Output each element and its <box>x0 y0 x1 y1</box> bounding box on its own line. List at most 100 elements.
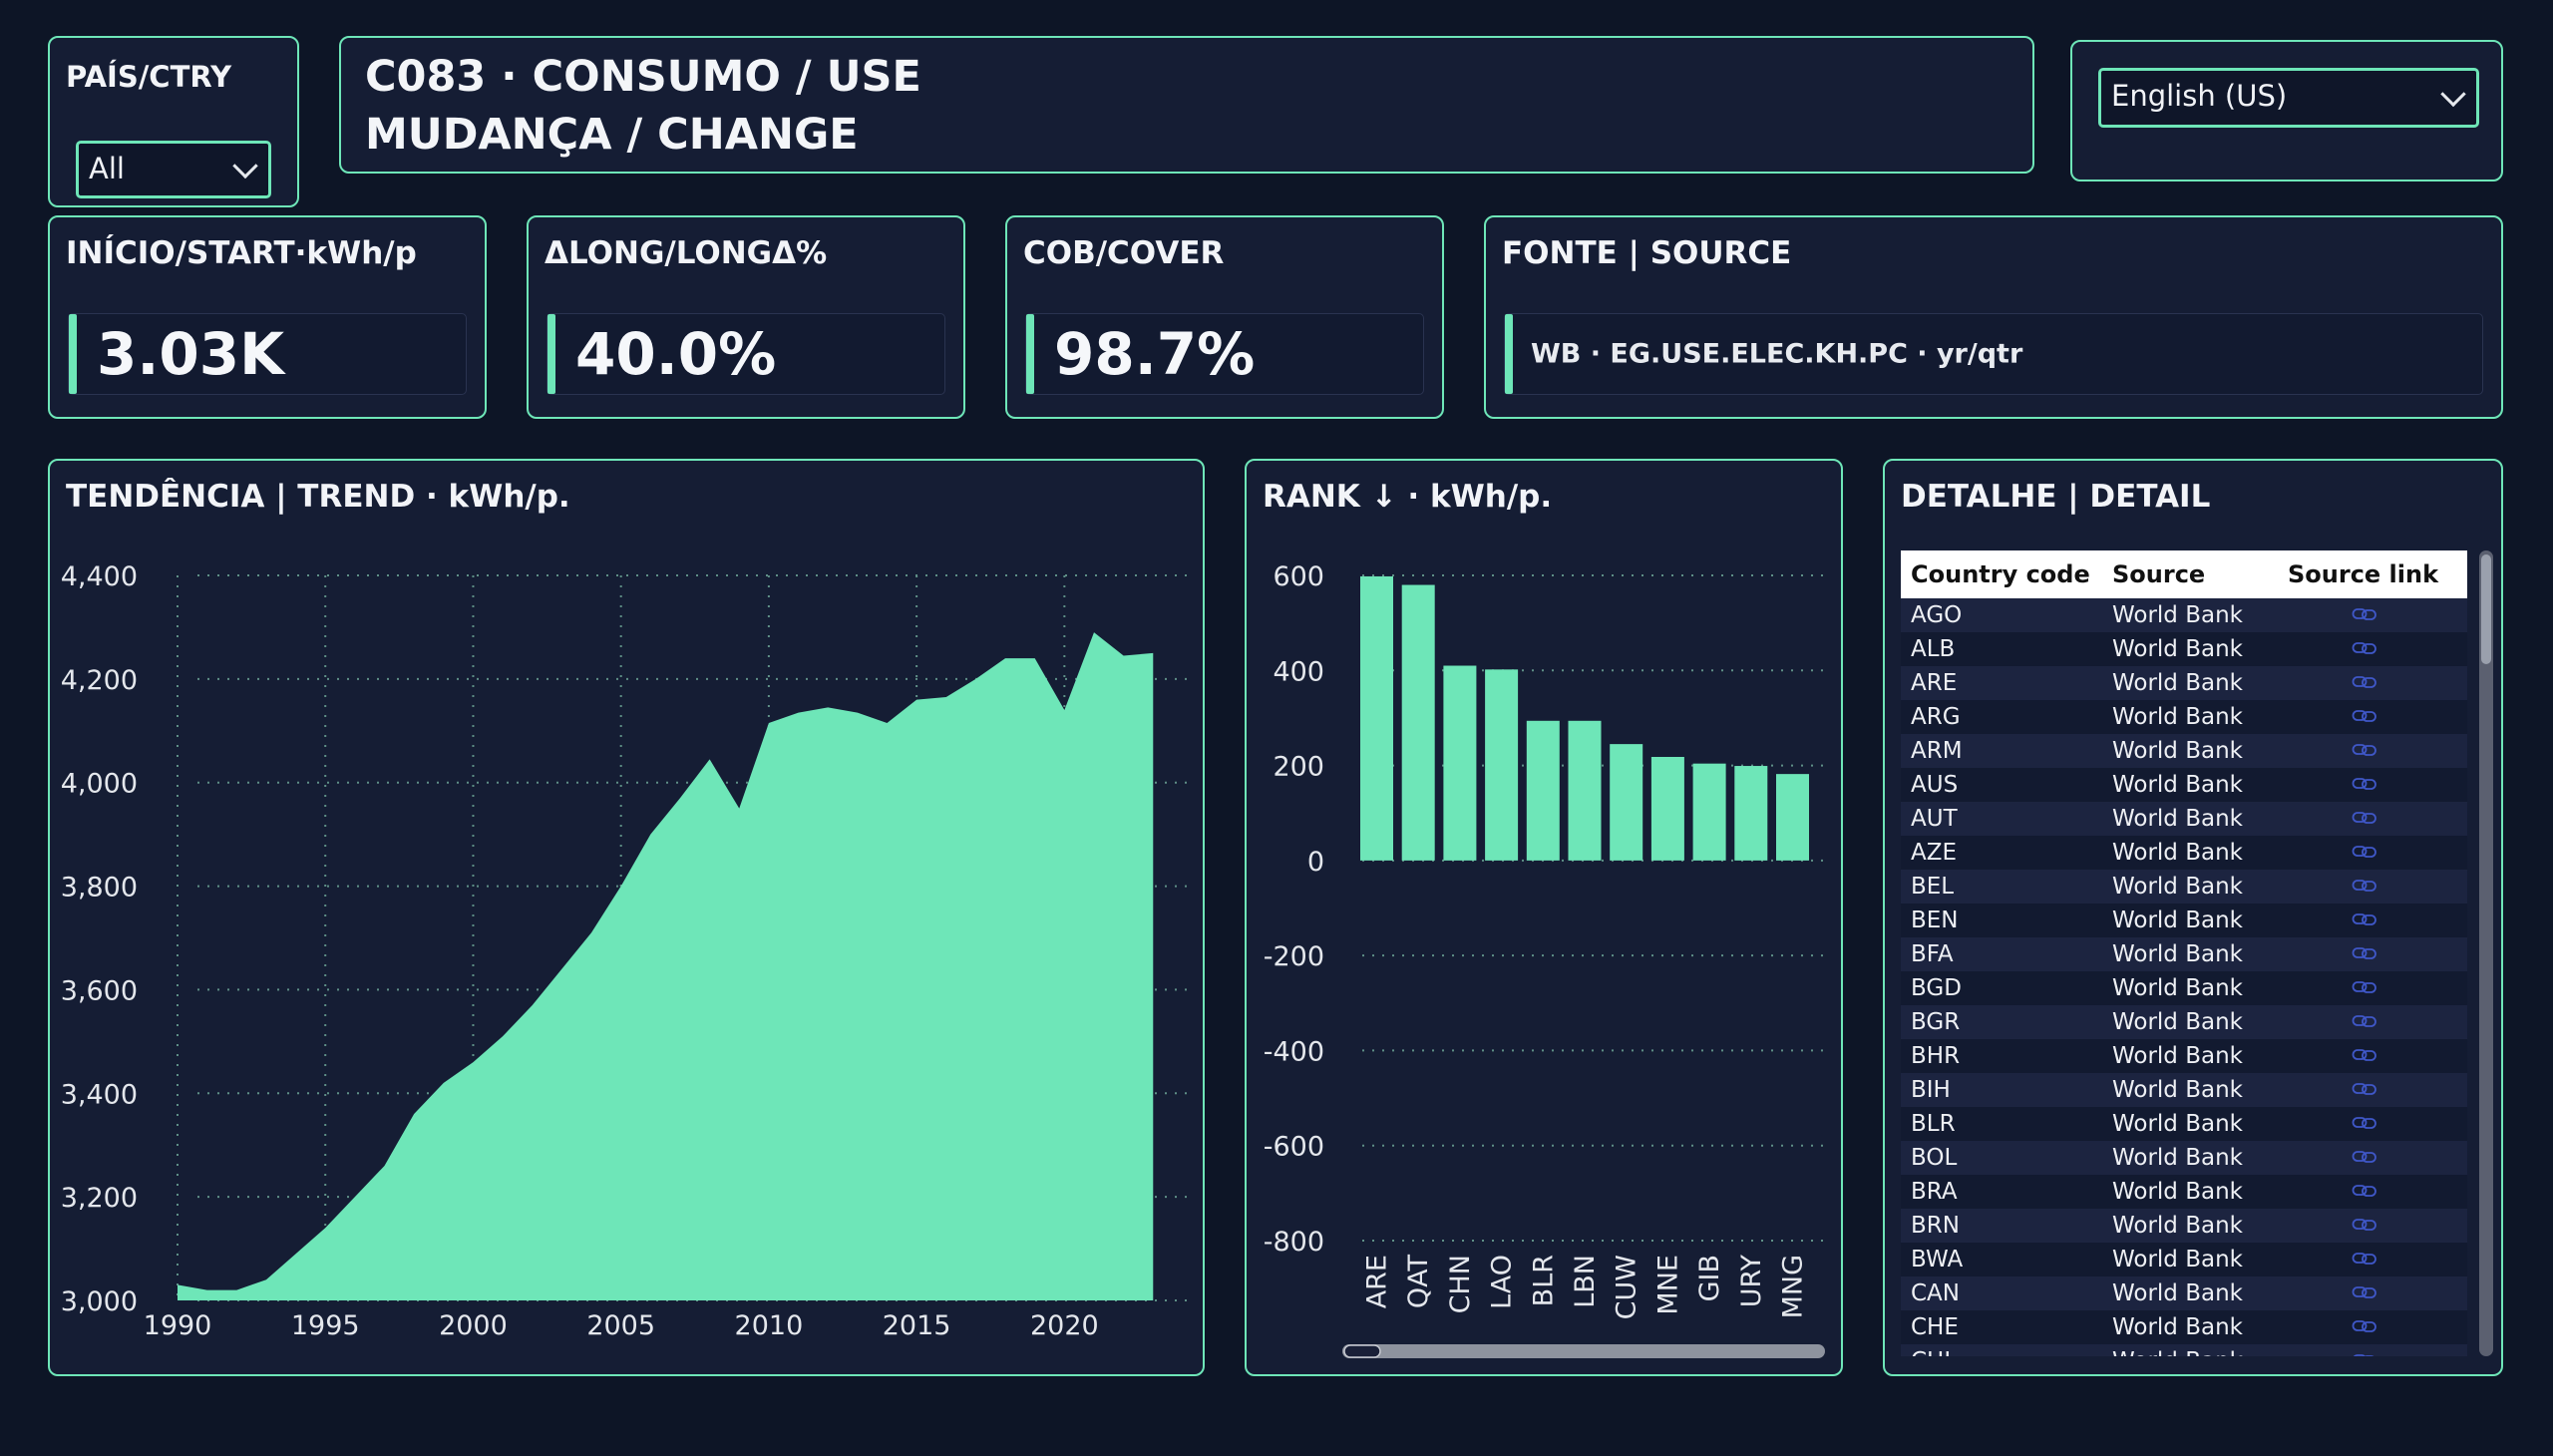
bar-lbn <box>1568 720 1602 861</box>
link-icon[interactable] <box>2352 1353 2377 1356</box>
column-header-source-link[interactable]: Source link <box>2288 560 2439 588</box>
source-link-cell[interactable] <box>2288 700 2467 734</box>
source-link-cell[interactable] <box>2288 1141 2467 1175</box>
link-icon[interactable] <box>2352 1082 2377 1096</box>
source-cell: World Bank <box>2112 1213 2243 1239</box>
source-link-cell[interactable] <box>2288 1175 2467 1209</box>
link-icon[interactable] <box>2352 1184 2377 1198</box>
source-link-cell[interactable] <box>2288 1107 2467 1141</box>
table-row[interactable]: BRN World Bank <box>1901 1209 2467 1243</box>
link-icon[interactable] <box>2352 811 2377 825</box>
table-row[interactable]: BIH World Bank <box>1901 1073 2467 1107</box>
source-link-cell[interactable] <box>2288 734 2467 768</box>
table-row[interactable]: BEN World Bank <box>1901 904 2467 937</box>
source-cell: World Bank <box>2112 670 2243 696</box>
table-row[interactable]: AZE World Bank <box>1901 836 2467 870</box>
table-row[interactable]: CAN World Bank <box>1901 1276 2467 1310</box>
table-row[interactable]: BGD World Bank <box>1901 971 2467 1005</box>
source-link-cell[interactable] <box>2288 1209 2467 1243</box>
link-icon[interactable] <box>2352 777 2377 791</box>
table-row[interactable]: ALB World Bank <box>1901 632 2467 666</box>
table-row[interactable]: AGO World Bank <box>1901 598 2467 632</box>
y-tick-label: -200 <box>1264 941 1324 972</box>
table-row[interactable]: ARE World Bank <box>1901 666 2467 700</box>
source-link-cell[interactable] <box>2288 768 2467 802</box>
country-dropdown[interactable]: All <box>76 141 271 198</box>
link-icon[interactable] <box>2352 980 2377 994</box>
table-row[interactable]: CHE World Bank <box>1901 1310 2467 1344</box>
country-code-cell: BRN <box>1911 1213 1960 1239</box>
link-icon[interactable] <box>2352 1048 2377 1062</box>
country-code-cell: BGR <box>1911 1009 1961 1035</box>
source-cell: World Bank <box>2112 975 2243 1001</box>
link-icon[interactable] <box>2352 845 2377 859</box>
table-scrollbar-thumb[interactable] <box>2481 554 2491 664</box>
country-code-cell: CHE <box>1911 1314 1959 1340</box>
link-icon[interactable] <box>2352 1218 2377 1232</box>
table-row[interactable]: BRA World Bank <box>1901 1175 2467 1209</box>
table-row[interactable]: BLR World Bank <box>1901 1107 2467 1141</box>
table-row[interactable]: BWA World Bank <box>1901 1243 2467 1276</box>
source-link-cell[interactable] <box>2288 1310 2467 1344</box>
source-link-cell[interactable] <box>2288 870 2467 904</box>
source-link-cell[interactable] <box>2288 598 2467 632</box>
link-icon[interactable] <box>2352 1150 2377 1164</box>
table-row[interactable]: CHLWorld Bank <box>1901 1344 2467 1356</box>
link-icon[interactable] <box>2352 1116 2377 1130</box>
link-icon[interactable] <box>2352 1285 2377 1299</box>
link-icon[interactable] <box>2352 743 2377 757</box>
bar-cuw <box>1610 744 1643 861</box>
source-cell: World Bank <box>2112 772 2243 798</box>
y-tick-label: 3,800 <box>61 873 138 904</box>
table-row[interactable]: ARM World Bank <box>1901 734 2467 768</box>
source-link-cell[interactable] <box>2288 971 2467 1005</box>
country-code-cell: BFA <box>1911 941 1954 967</box>
source-link-cell[interactable] <box>2288 1276 2467 1310</box>
link-icon[interactable] <box>2352 1319 2377 1333</box>
link-icon[interactable] <box>2352 1252 2377 1266</box>
kpi-cover-value: 98.7% <box>1054 320 1256 388</box>
x-tick-label: GIB <box>1694 1255 1725 1301</box>
link-icon[interactable] <box>2352 912 2377 926</box>
source-link-cell[interactable] <box>2288 1344 2467 1356</box>
table-row[interactable]: BOL World Bank <box>1901 1141 2467 1175</box>
link-icon[interactable] <box>2352 709 2377 723</box>
table-scrollbar[interactable] <box>2479 550 2493 1356</box>
trend-area <box>178 632 1154 1300</box>
table-row[interactable]: AUS World Bank <box>1901 768 2467 802</box>
table-row[interactable]: BEL World Bank <box>1901 870 2467 904</box>
source-link-cell[interactable] <box>2288 666 2467 700</box>
column-header-country-code[interactable]: Country code <box>1911 560 2090 588</box>
table-row[interactable]: BGR World Bank <box>1901 1005 2467 1039</box>
country-code-cell: AGO <box>1911 602 1963 628</box>
link-icon[interactable] <box>2352 675 2377 689</box>
source-link-cell[interactable] <box>2288 1005 2467 1039</box>
table-row[interactable]: BHR World Bank <box>1901 1039 2467 1073</box>
x-tick-label: URY <box>1736 1255 1767 1308</box>
table-row[interactable]: ARG World Bank <box>1901 700 2467 734</box>
language-dropdown[interactable]: English (US) <box>2098 68 2479 128</box>
link-icon[interactable] <box>2352 946 2377 960</box>
link-icon[interactable] <box>2352 879 2377 893</box>
table-row[interactable]: BFA World Bank <box>1901 937 2467 971</box>
rank-chart-title: RANK ↓ · kWh/p. <box>1263 479 1553 515</box>
link-icon[interactable] <box>2352 607 2377 621</box>
source-link-cell[interactable] <box>2288 1073 2467 1107</box>
table-row[interactable]: AUT World Bank <box>1901 802 2467 836</box>
source-link-cell[interactable] <box>2288 904 2467 937</box>
source-cell: World Bank <box>2112 1280 2243 1306</box>
source-link-cell[interactable] <box>2288 836 2467 870</box>
column-header-source[interactable]: Source <box>2112 560 2206 588</box>
source-link-cell[interactable] <box>2288 632 2467 666</box>
source-card: FONTE | SOURCE WB · EG.USE.ELEC.KH.PC · … <box>1484 215 2503 419</box>
link-icon[interactable] <box>2352 1014 2377 1028</box>
source-link-cell[interactable] <box>2288 1039 2467 1073</box>
y-tick-label: -800 <box>1264 1227 1324 1258</box>
source-cell: World Bank <box>2112 704 2243 730</box>
source-link-cell[interactable] <box>2288 1243 2467 1276</box>
x-tick-label: MNG <box>1778 1255 1809 1318</box>
source-link-cell[interactable] <box>2288 802 2467 836</box>
link-icon[interactable] <box>2352 641 2377 655</box>
table-body: AGO World Bank ALB World Bank ARE World Bank A… <box>1901 598 2467 1356</box>
source-link-cell[interactable] <box>2288 937 2467 971</box>
